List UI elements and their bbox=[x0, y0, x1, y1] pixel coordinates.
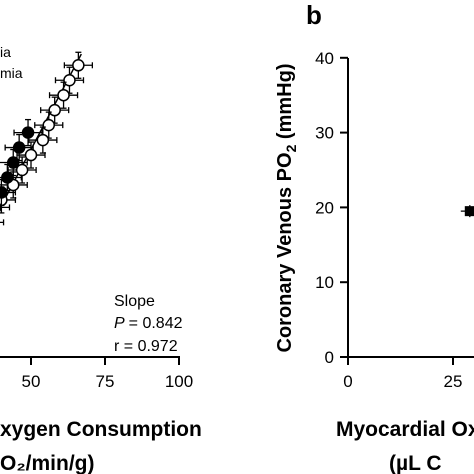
open-circle-point bbox=[28, 126, 58, 154]
open-circle-point bbox=[48, 81, 79, 109]
open-circle-marker bbox=[15, 163, 29, 177]
open-circle-marker bbox=[72, 59, 85, 72]
panel-b-y-tick-label: 0 bbox=[325, 348, 334, 367]
panel-a-x-tick-label: 50 bbox=[22, 372, 41, 391]
filled-circle-marker bbox=[0, 186, 8, 199]
filled-circle-point bbox=[0, 219, 5, 226]
open-circle-marker bbox=[24, 148, 38, 162]
slope-p-value: P = 0.842 bbox=[114, 315, 183, 332]
panel-b-y-axis-label: Coronary Venous PO2 (mmHg) bbox=[274, 64, 299, 353]
panel-b-y-axis-label-subscript: 2 bbox=[283, 144, 299, 152]
panel-a: 50 75 100 ia mia Slope P = 0.842 r = 0.972 … bbox=[0, 44, 202, 474]
panel-b-y-ticks: 0 10 20 30 40 bbox=[315, 49, 348, 367]
panel-b-y-axis-label-unit: (mmHg) bbox=[274, 64, 296, 145]
panel-b-x-ticks: 0 25 bbox=[343, 357, 462, 391]
panel-a-x-ticks: 50 75 100 bbox=[22, 357, 193, 391]
panel-a-x-axis-label-line2: O₂/min/g) bbox=[0, 452, 95, 474]
filled-circle-point bbox=[0, 163, 22, 192]
filled-circle-point bbox=[13, 118, 43, 147]
slope-p-label: P bbox=[114, 315, 125, 332]
legend-entry-1: ia bbox=[0, 44, 11, 60]
legend-entry-2: mia bbox=[0, 65, 23, 81]
open-circle-marker bbox=[63, 73, 76, 87]
filled-marker bbox=[464, 206, 474, 217]
filled-circle-point bbox=[0, 203, 11, 212]
open-circle-marker bbox=[42, 118, 56, 132]
open-circle-marker bbox=[36, 133, 50, 147]
open-circle-point bbox=[7, 156, 37, 184]
panel-b-label: b bbox=[306, 0, 322, 30]
panel-b-y-tick-label: 30 bbox=[315, 124, 334, 143]
filled-circle-marker bbox=[0, 203, 2, 212]
open-circle-point bbox=[34, 111, 64, 139]
filled-circle-point bbox=[0, 178, 17, 207]
panel-a-x-axis-label-line1: xygen Consumption bbox=[0, 418, 202, 441]
panel-a-x-tick-label: 100 bbox=[165, 372, 193, 391]
panel-b-x-axis-label-line1: Myocardial Oxy bbox=[336, 418, 474, 441]
panel-b-y-tick-label: 10 bbox=[315, 273, 334, 292]
panel-b-x-tick-label: 0 bbox=[343, 372, 352, 391]
slope-r-value: r = 0.972 bbox=[114, 338, 178, 355]
panel-b-x-axis-label-line2: (µL C bbox=[389, 452, 442, 474]
slope-p-number: = 0.842 bbox=[129, 315, 183, 332]
open-circle-marker bbox=[48, 103, 61, 117]
open-circle-point bbox=[54, 66, 85, 94]
open-circle-point bbox=[16, 141, 46, 169]
filled-circle-point bbox=[460, 205, 474, 218]
filled-circle-marker bbox=[6, 156, 20, 169]
panel-b-y-tick-label: 20 bbox=[315, 198, 334, 217]
panel-a-x-tick-label: 75 bbox=[96, 372, 115, 391]
filled-circle-point bbox=[0, 148, 28, 177]
panel-b-points bbox=[460, 205, 474, 218]
filled-circle-marker bbox=[21, 126, 35, 139]
panel-b: b 0 10 20 30 40 0 25 Coronary Venous PO2 (mmH… bbox=[274, 0, 474, 474]
slope-title: Slope bbox=[114, 293, 155, 310]
open-circle-point bbox=[63, 51, 94, 79]
filled-circle-point bbox=[4, 133, 34, 162]
open-circle-point bbox=[40, 96, 70, 124]
filled-circle-marker bbox=[12, 141, 26, 154]
panel-b-y-tick-label: 40 bbox=[315, 49, 334, 68]
panel-a-points bbox=[0, 51, 94, 226]
filled-circle-marker bbox=[1, 171, 14, 184]
panel-b-x-tick-label: 25 bbox=[444, 372, 463, 391]
open-circle-marker bbox=[57, 88, 70, 102]
